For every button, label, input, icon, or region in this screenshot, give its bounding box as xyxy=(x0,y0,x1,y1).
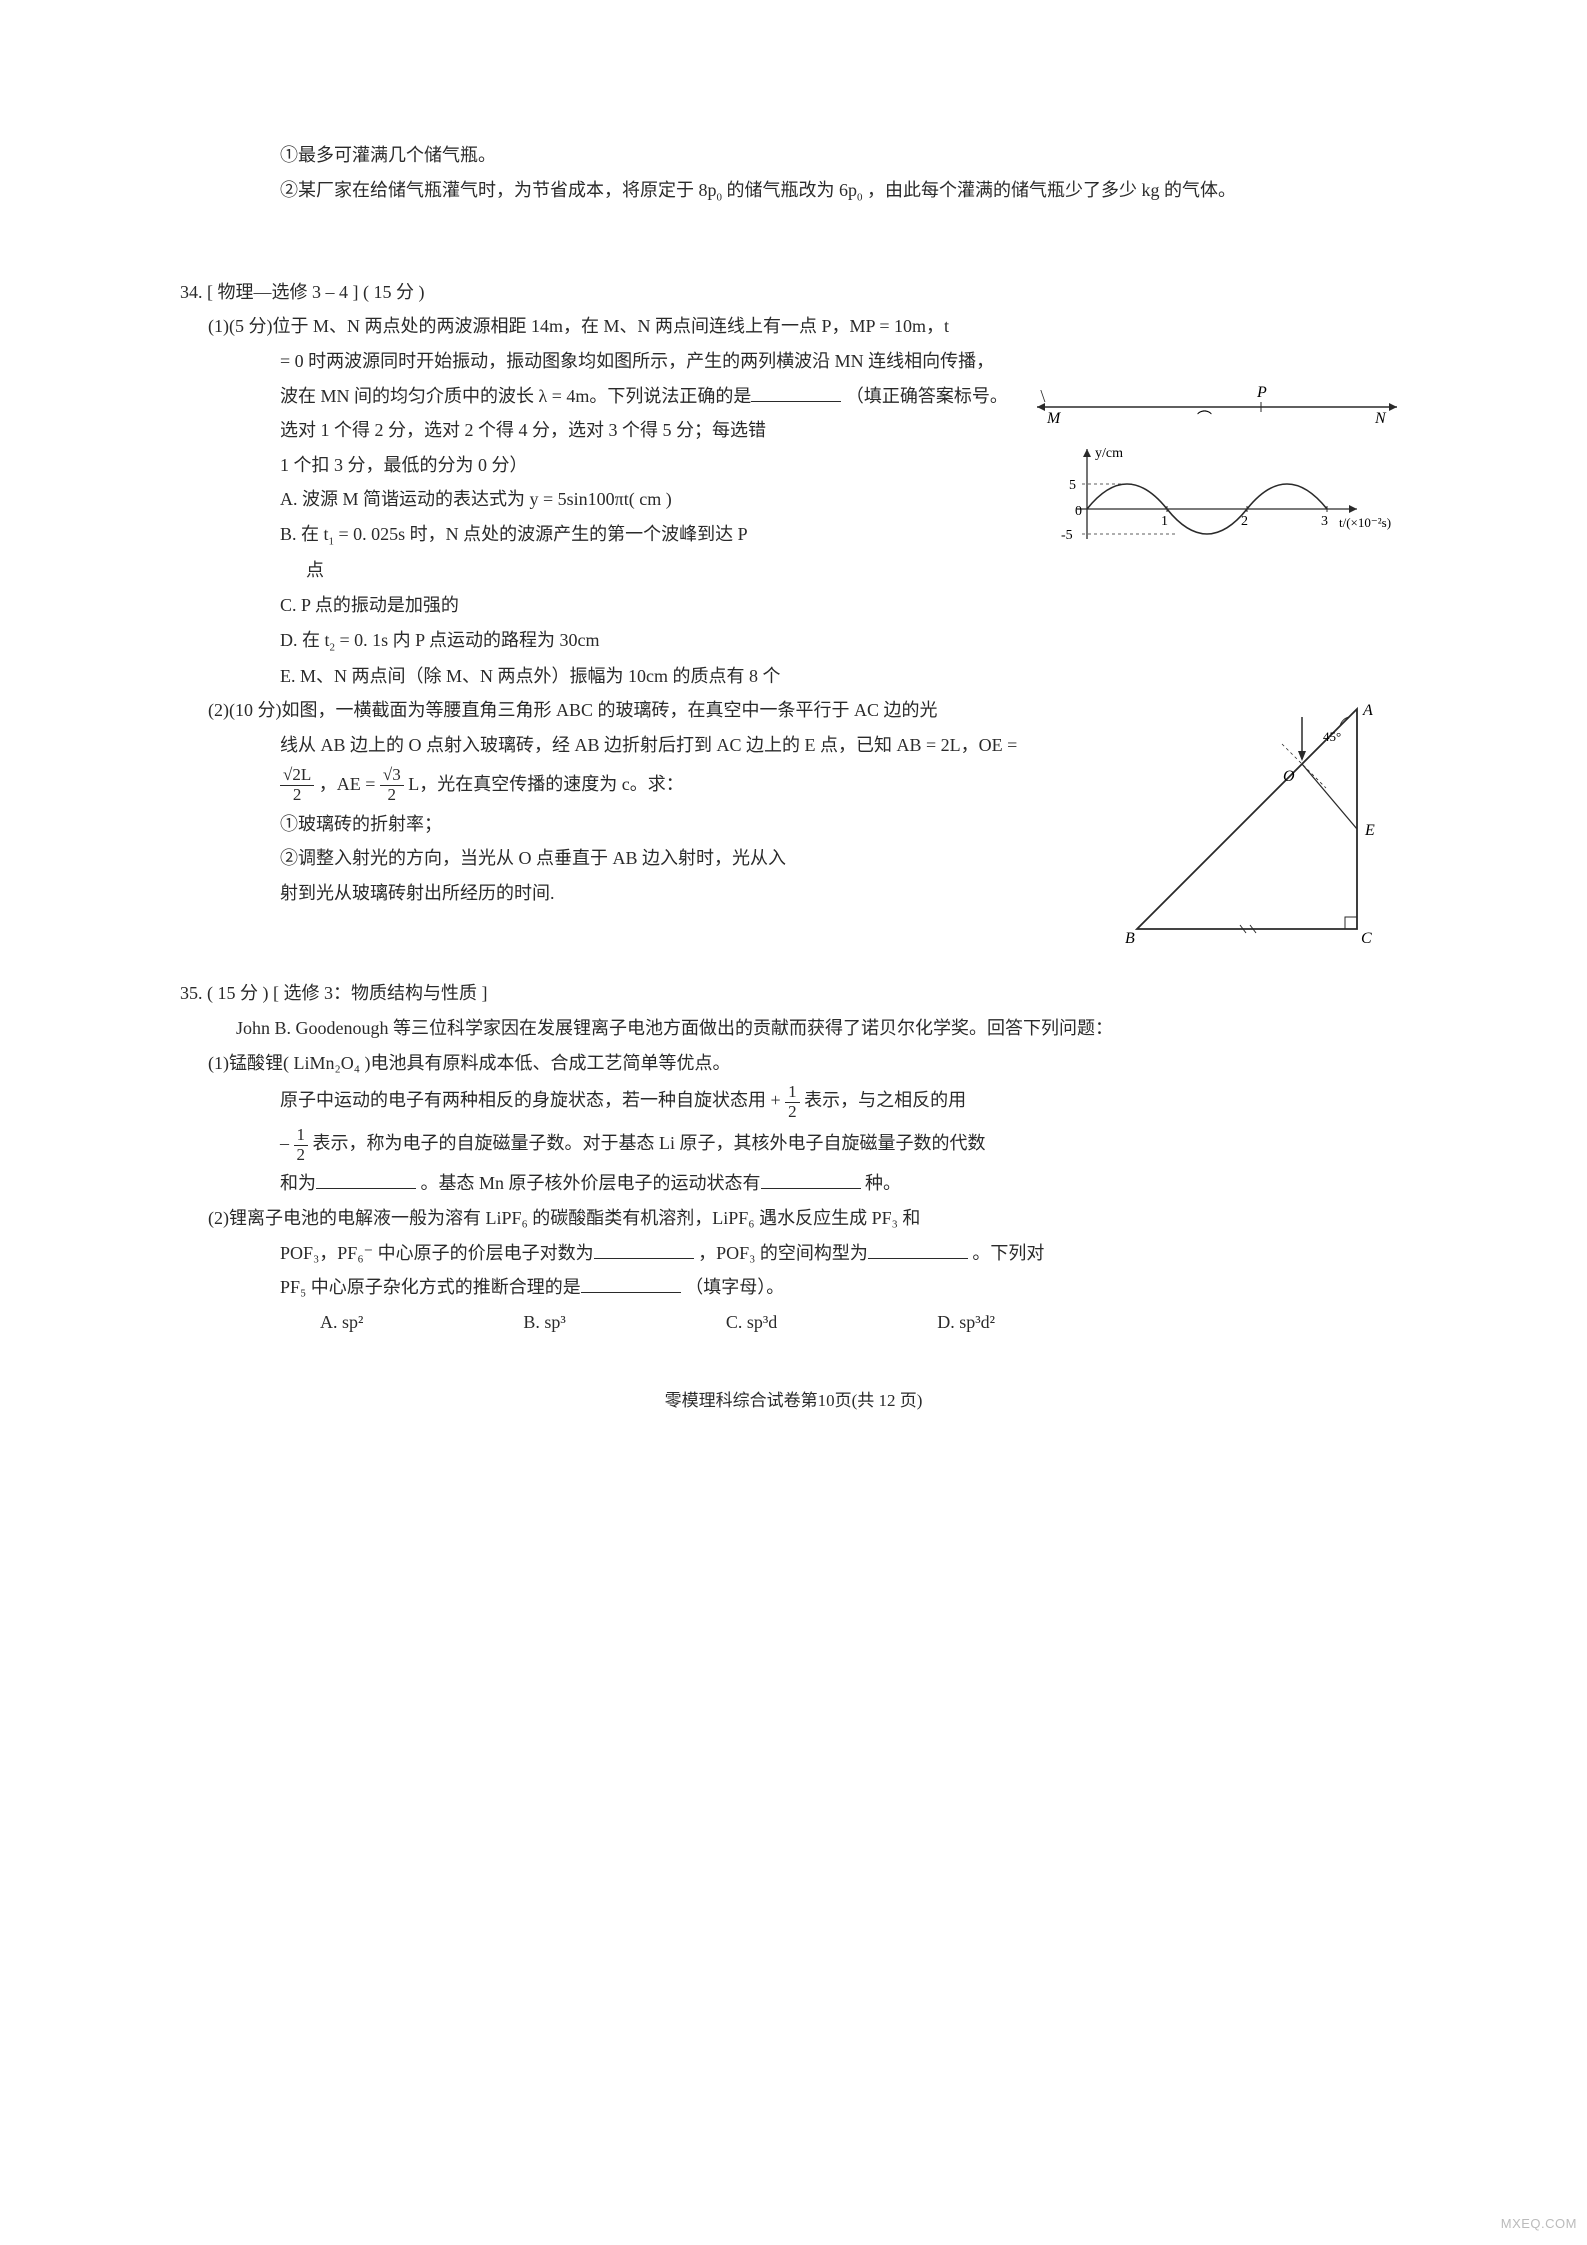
opt-B: B. sp³ xyxy=(523,1307,565,1338)
label-E: E xyxy=(1364,822,1375,839)
text: 波在 MN 间的均匀介质中的波长 λ = 4m。下列说法正确的是 xyxy=(280,386,751,406)
sub-2: 2 xyxy=(330,641,336,653)
q35-intro: John B. Goodenough 等三位科学家因在发展锂离子电池方面做出的贡… xyxy=(180,1013,1407,1044)
frac-sqrt2L-2: √2L2 xyxy=(280,766,314,804)
q34p1-l1: (1)(5 分)位于 M、N 两点处的两波源相距 14m，在 M、N 两点间连线… xyxy=(180,311,1407,342)
sub-zero: 0 xyxy=(857,191,863,203)
label-C: C xyxy=(1361,930,1372,947)
watermark: MXEQ.COM xyxy=(1501,2213,1577,2235)
q34p1-E: E. M、N 两点间（除 M、N 两点外）振幅为 10cm 的质点有 8 个 xyxy=(180,661,1407,692)
q35p1-lead: (1)锰酸锂( LiMn₂O₄ )电池具有原料成本低、合成工艺简单等优点。 xyxy=(180,1048,1407,1079)
blank xyxy=(594,1239,694,1259)
q34p1-C: C. P 点的振动是加强的 xyxy=(180,590,1407,621)
text: 的储气瓶改为 6p xyxy=(727,180,858,200)
opt-D: D. sp³d² xyxy=(937,1307,995,1338)
tilde: ⌒ xyxy=(1197,410,1212,425)
text: – xyxy=(280,1133,294,1153)
text: L，光在真空传播的速度为 c。求： xyxy=(408,774,683,794)
q35p2-l2: POF₃，PF₆⁻ 中心原子的价层电子对数为 ，POF₃ 的空间构型为 。下列对 xyxy=(180,1238,1407,1269)
page-footer: 零模理科综合试卷第10页(共 12 页) xyxy=(180,1387,1407,1416)
xtick-2: 2 xyxy=(1241,514,1248,529)
text: ，由此每个灌满的储气瓶少了多少 kg 的气体。 xyxy=(867,180,1236,200)
text: 表示，与之相反的用 xyxy=(804,1090,966,1110)
text: 表示，称为电子的自旋磁量子数。对于基态 Li 原子，其核外电子自旋磁量子数的代数 xyxy=(313,1133,986,1153)
q34-head: 34. [ 物理—选修 3 – 4 ] ( 15 分 ) xyxy=(180,277,1407,308)
q35-options: A. sp² B. sp³ C. sp³d D. sp³d² xyxy=(180,1307,1407,1338)
origin: 0 xyxy=(1075,504,1082,519)
text: （填字母）。 xyxy=(685,1277,784,1297)
q34-part2-wrap: (2)(10 分)如图，一横截面为等腰直角三角形 ABC 的玻璃砖，在真空中一条… xyxy=(180,695,1407,908)
text: （填正确答案标号。 xyxy=(846,386,1008,406)
text: ，AE = xyxy=(319,774,380,794)
text: ②某厂家在给储气瓶灌气时，为节省成本，将原定于 8p xyxy=(280,180,717,200)
label-O: O xyxy=(1283,768,1295,785)
label-A: A xyxy=(1362,702,1373,719)
wave-graph-diagram: y/cm 5 0 -5 1 2 3 t/(×10⁻²s) xyxy=(1027,439,1407,559)
q34p2-q2a: ②调整入射光的方向，当光从 O 点垂直于 AB 边入射时，光从入 xyxy=(180,843,860,874)
label-N: N xyxy=(1374,410,1387,425)
label-45: 45° xyxy=(1323,729,1341,744)
q34p1-l4: 选对 1 个得 2 分，选对 2 个得 4 分，选对 3 个得 5 分；每选错 xyxy=(180,415,820,446)
q35p1-l3: – 12 表示，称为电子的自旋磁量子数。对于基态 Li 原子，其核外电子自旋磁量… xyxy=(180,1125,1407,1164)
q35-head: 35. ( 15 分 ) [ 选修 3：物质结构与性质 ] xyxy=(180,978,1407,1009)
q35p1-l2: 原子中运动的电子有两种相反的身旋状态，若一种自旋状态用 + 12 表示，与之相反… xyxy=(180,1082,1407,1121)
sub-zero: 0 xyxy=(717,191,723,203)
text: 。基态 Mn 原子核外价层电子的运动状态有 xyxy=(421,1173,761,1193)
text: B. 在 t xyxy=(280,524,329,544)
q33-line1: ①最多可灌满几个储气瓶。 xyxy=(180,140,1407,171)
ytick-5: 5 xyxy=(1069,478,1076,493)
triangle-diagram: A 45° O E B C xyxy=(1107,699,1407,959)
ytick-neg5: -5 xyxy=(1061,528,1073,543)
label-B: B xyxy=(1125,930,1135,947)
text: 。下列对 xyxy=(972,1243,1044,1263)
text: PF₅ 中心原子杂化方式的推断合理的是 xyxy=(280,1277,581,1297)
text: D. 在 t xyxy=(280,630,330,650)
blank xyxy=(316,1170,416,1190)
blank xyxy=(581,1273,681,1293)
xtick-3: 3 xyxy=(1321,514,1328,529)
q35p2-l3: PF₅ 中心原子杂化方式的推断合理的是 （填字母）。 xyxy=(180,1272,1407,1303)
q34p1-l2: = 0 时两波源同时开始振动，振动图象均如图所示，产生的两列横波沿 MN 连线相… xyxy=(180,346,1407,377)
text: ，POF₃ 的空间构型为 xyxy=(698,1243,868,1263)
label-M: M xyxy=(1046,410,1062,425)
frac-half: 12 xyxy=(294,1126,309,1164)
text: 和为 xyxy=(280,1173,316,1193)
q35p2-lead: (2)锂离子电池的电解液一般为溶有 LiPF₆ 的碳酸酯类有机溶剂，LiPF₆ … xyxy=(180,1203,1407,1234)
blank xyxy=(751,382,841,402)
text: = 0. 1s 内 P 点运动的路程为 30cm xyxy=(340,630,600,650)
wave-source-diagram: M ⌒ P N xyxy=(1027,377,1407,425)
ylabel: y/cm xyxy=(1095,446,1123,461)
blank xyxy=(761,1170,861,1190)
blank xyxy=(868,1239,968,1259)
q34p1-B3: 点 xyxy=(180,555,1407,586)
label-P: P xyxy=(1256,384,1267,401)
opt-C: C. sp³d xyxy=(726,1307,777,1338)
q34p1-D: D. 在 t2 = 0. 1s 内 P 点运动的路程为 30cm xyxy=(180,625,1407,657)
xlabel: t/(×10⁻²s) xyxy=(1339,515,1391,530)
frac-half: 12 xyxy=(785,1083,800,1121)
opt-A: A. sp² xyxy=(320,1307,363,1338)
text: 种。 xyxy=(865,1173,901,1193)
q34p1-B: B. 在 t1 = 0. 025s 时，N 点处的波源产生的第一个波峰到达 P xyxy=(180,519,840,551)
text: 原子中运动的电子有两种相反的身旋状态，若一种自旋状态用 + xyxy=(280,1090,785,1110)
xtick-1: 1 xyxy=(1161,514,1168,529)
q33-line2: ②某厂家在给储气瓶灌气时，为节省成本，将原定于 8p0 的储气瓶改为 6p0 ，… xyxy=(180,175,1407,207)
q35p1-l4: 和为 。基态 Mn 原子核外价层电子的运动状态有 种。 xyxy=(180,1168,1407,1199)
q34-part1-wrap: (1)(5 分)位于 M、N 两点处的两波源相距 14m，在 M、N 两点间连线… xyxy=(180,311,1407,691)
frac-sqrt3-2: √32 xyxy=(380,766,404,804)
sub-1: 1 xyxy=(329,536,335,548)
text: = 0. 025s 时，N 点处的波源产生的第一个波峰到达 P xyxy=(339,524,748,544)
text: POF₃，PF₆⁻ 中心原子的价层电子对数为 xyxy=(280,1243,594,1263)
